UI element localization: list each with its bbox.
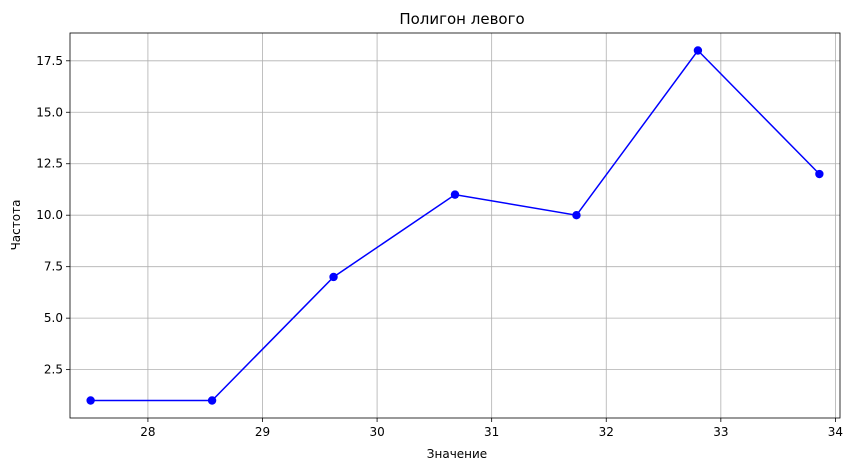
y-tick-label: 15.0 <box>36 105 63 119</box>
x-axis-label: Значение <box>427 447 487 461</box>
series <box>86 46 824 405</box>
x-tick-label: 34 <box>828 425 843 439</box>
y-tick-label: 2.5 <box>44 363 63 377</box>
y-tick-label: 17.5 <box>36 54 63 68</box>
data-point <box>815 169 824 179</box>
data-point <box>207 396 217 405</box>
axis-ticks: 28 29 30 31 32 33 34 2.5 5.0 7.5 10.0 12.5 15.0 17.5 <box>36 54 843 439</box>
data-point <box>86 396 95 405</box>
plot-frame <box>69 32 841 419</box>
y-axis-label: Частота <box>9 200 23 251</box>
series-line <box>90 49 820 402</box>
x-tick-label: 31 <box>484 425 499 439</box>
grid <box>70 33 840 418</box>
x-tick-label: 30 <box>369 425 384 439</box>
chart-title: Полигон левого <box>399 10 524 28</box>
y-tick-label: 7.5 <box>44 260 63 274</box>
x-tick-label: 28 <box>140 425 155 439</box>
data-point <box>572 211 581 220</box>
data-point <box>329 272 338 282</box>
x-tick-label: 33 <box>713 425 728 439</box>
data-point <box>450 190 460 199</box>
y-tick-label: 12.5 <box>36 157 63 171</box>
x-tick-label: 32 <box>599 425 614 439</box>
data-point <box>693 46 703 55</box>
y-tick-label: 10.0 <box>36 208 63 222</box>
x-tick-label: 29 <box>255 425 270 439</box>
y-tick-label: 5.0 <box>44 311 63 325</box>
